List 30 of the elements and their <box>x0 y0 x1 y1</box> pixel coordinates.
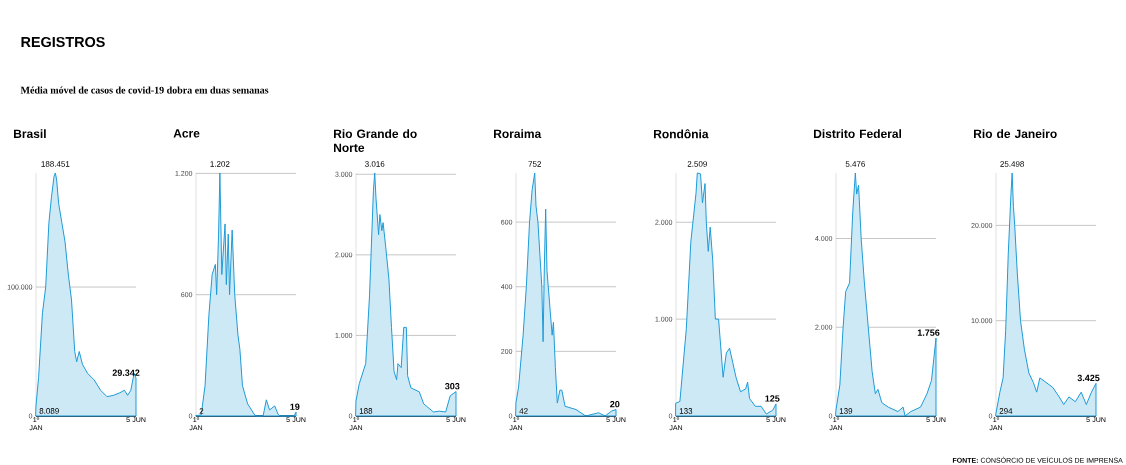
annotation: 188.451 <box>41 161 70 167</box>
chart-title: Acre <box>173 129 200 138</box>
chart-title: Rondônia <box>654 129 709 139</box>
annotation: 2 <box>199 408 204 414</box>
annotation: 3.016 <box>365 161 385 167</box>
chart-title: Rio de Janeiro <box>974 129 1057 138</box>
text: Média móvel de casos de covid-19 dobra em duas semanas <box>20 86 269 94</box>
annotation: 3.425 <box>1077 374 1100 382</box>
annotation: 303 <box>445 382 460 390</box>
annotation: 29.342 <box>112 369 140 376</box>
annotation: 1.202 <box>210 161 230 167</box>
annotation: 752 <box>528 161 541 167</box>
annotation: 8.089 <box>39 408 59 414</box>
annotation: 2.509 <box>687 161 707 167</box>
annotation: 5.476 <box>845 161 866 167</box>
annotation: 1.756 <box>917 329 940 336</box>
chart-title: Brasil <box>14 129 46 138</box>
annotation: 133 <box>679 408 693 414</box>
chart-title: Roraima <box>494 129 542 138</box>
annotation: 25.498 <box>1000 161 1024 167</box>
chart-title: Distrito Federal <box>814 129 902 138</box>
annotation: 139 <box>839 408 853 414</box>
chart-title: Rio Grande do Norte <box>334 129 417 152</box>
annotation: 42 <box>519 408 528 414</box>
annotation: 19 <box>290 403 300 410</box>
annotation: 188 <box>359 408 373 414</box>
annotation: 294 <box>999 408 1013 414</box>
annotation: 20 <box>610 400 620 408</box>
annotation: 125 <box>765 395 780 402</box>
text: REGISTROS <box>21 36 105 48</box>
